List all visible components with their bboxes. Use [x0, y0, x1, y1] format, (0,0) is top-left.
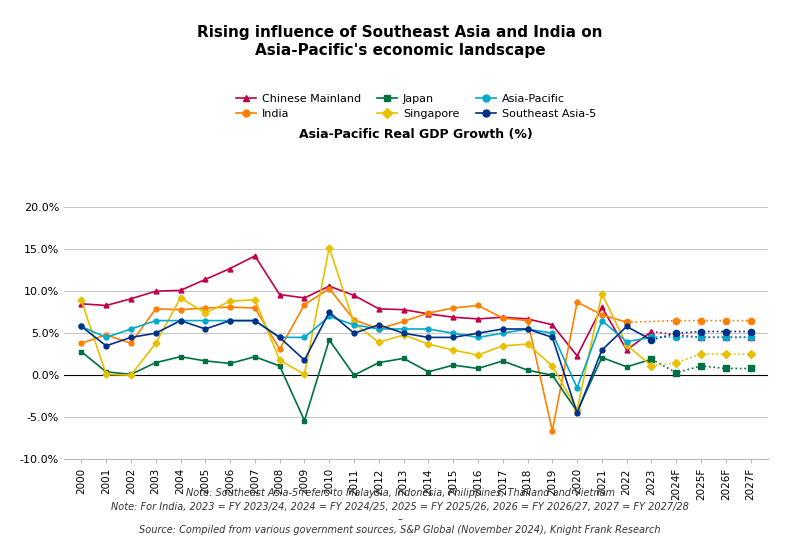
Text: Source: Compiled from various government sources, S&P Global (November 2024), Kn: Source: Compiled from various government… [139, 525, 661, 535]
Text: Note: For India, 2023 = FY 2023/24, 2024 = FY 2024/25, 2025 = FY 2025/26, 2026 =: Note: For India, 2023 = FY 2023/24, 2024… [111, 502, 689, 512]
Text: –: – [398, 514, 402, 524]
Title: Asia-Pacific Real GDP Growth (%): Asia-Pacific Real GDP Growth (%) [299, 128, 533, 141]
Legend: Chinese Mainland, India, Japan, Singapore, Asia-Pacific, Southeast Asia-5: Chinese Mainland, India, Japan, Singapor… [236, 94, 596, 119]
Text: Note: Southeast Asia-5 refers to Malaysia, Indonesia, Philippines, Thailand and : Note: Southeast Asia-5 refers to Malaysi… [186, 488, 614, 498]
Text: Rising influence of Southeast Asia and India on
Asia-Pacific's economic landscap: Rising influence of Southeast Asia and I… [198, 25, 602, 58]
